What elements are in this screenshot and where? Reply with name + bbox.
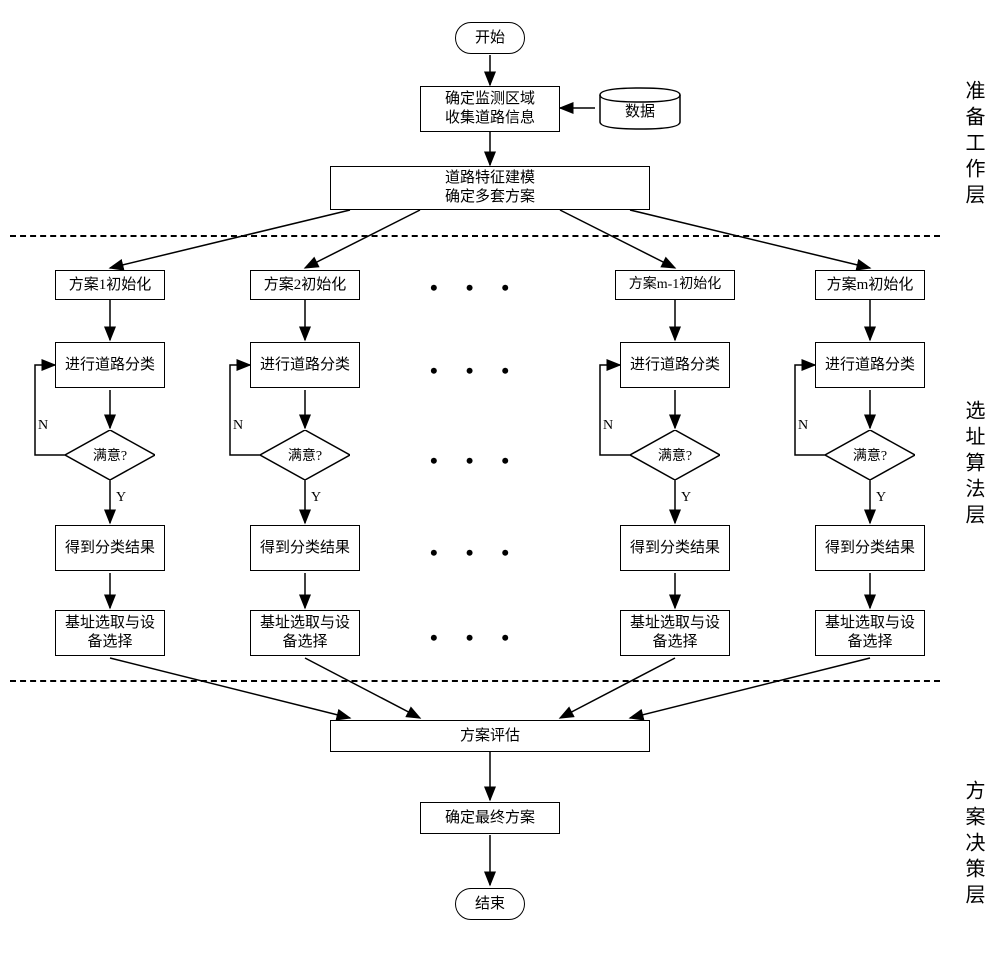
- branch4-result: 得到分类结果: [815, 525, 925, 571]
- branch4-select: 基址选取与设备选择: [815, 610, 925, 656]
- branch2-init: 方案2初始化: [250, 270, 360, 300]
- ellipsis-row-4: •••: [430, 540, 509, 566]
- branch3-select: 基址选取与设备选择: [620, 610, 730, 656]
- start-node: 开始: [455, 22, 525, 54]
- modeling-node: 道路特征建模 确定多套方案: [330, 166, 650, 210]
- ellipsis-row-1: •••: [430, 275, 509, 301]
- branch1-init: 方案1初始化: [55, 270, 165, 300]
- branch4-yes: Y: [876, 490, 886, 506]
- divider-algo-decision: [10, 680, 940, 682]
- finalize-node: 确定最终方案: [420, 802, 560, 834]
- branch2-result: 得到分类结果: [250, 525, 360, 571]
- branch1-yes: Y: [116, 490, 126, 506]
- ellipsis-row-5: •••: [430, 625, 509, 651]
- branch1-select: 基址选取与设备选择: [55, 610, 165, 656]
- branch2-diamond: 满意?: [260, 430, 350, 480]
- branch1-no: N: [38, 418, 48, 434]
- branch3-diamond: 满意?: [630, 430, 720, 480]
- branch2-select: 基址选取与设备选择: [250, 610, 360, 656]
- branch1-result: 得到分类结果: [55, 525, 165, 571]
- prep-step-line1: 确定监测区域: [445, 90, 535, 109]
- section-label-algo: 选址算法层: [959, 400, 988, 530]
- branch3-result: 得到分类结果: [620, 525, 730, 571]
- branch1-classify: 进行道路分类: [55, 342, 165, 388]
- branch3-yes: Y: [681, 490, 691, 506]
- branch2-no: N: [233, 418, 243, 434]
- branch4-classify: 进行道路分类: [815, 342, 925, 388]
- branch4-diamond: 满意?: [825, 430, 915, 480]
- branch3-no: N: [603, 418, 613, 434]
- end-node: 结束: [455, 888, 525, 920]
- ellipsis-row-3: •••: [430, 448, 509, 474]
- branch2-classify: 进行道路分类: [250, 342, 360, 388]
- prep-step-node: 确定监测区域 收集道路信息: [420, 86, 560, 132]
- branch2-yes: Y: [311, 490, 321, 506]
- branch1-diamond: 满意?: [65, 430, 155, 480]
- branch4-no: N: [798, 418, 808, 434]
- branch4-init: 方案m初始化: [815, 270, 925, 300]
- evaluate-node: 方案评估: [330, 720, 650, 752]
- prep-step-line2: 收集道路信息: [445, 109, 535, 128]
- modeling-line2: 确定多套方案: [445, 188, 535, 207]
- data-cylinder-label: 数据: [600, 100, 680, 121]
- divider-prep-algo: [10, 235, 940, 237]
- ellipsis-row-2: •••: [430, 358, 509, 384]
- branch3-classify: 进行道路分类: [620, 342, 730, 388]
- section-label-prep: 准备工作层: [959, 80, 988, 210]
- branch3-init: 方案m-1初始化: [615, 270, 735, 300]
- section-label-decision: 方案决策层: [959, 780, 988, 910]
- modeling-line1: 道路特征建模: [445, 169, 535, 188]
